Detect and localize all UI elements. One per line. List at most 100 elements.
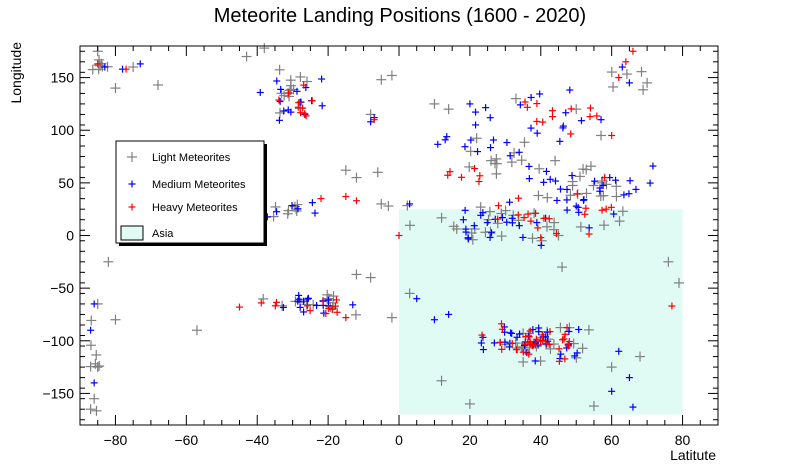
- point-heavy-meteorites: [319, 297, 327, 305]
- point-heavy-meteorites: [514, 211, 522, 219]
- point-medium-meteorites: [625, 190, 633, 198]
- point-heavy-meteorites: [532, 209, 540, 217]
- point-medium-meteorites: [573, 349, 581, 357]
- point-medium-meteorites: [557, 185, 565, 193]
- point-light-meteorites: [642, 77, 653, 88]
- point-light-meteorites: [376, 198, 387, 209]
- point-light-meteorites: [372, 167, 383, 178]
- point-medium-meteorites: [591, 177, 599, 185]
- point-heavy-meteorites: [546, 328, 554, 336]
- point-medium-meteorites: [577, 117, 585, 125]
- point-heavy-meteorites: [602, 205, 610, 213]
- legend-marker: [128, 180, 136, 188]
- point-medium-meteorites: [308, 199, 316, 207]
- point-heavy-meteorites: [515, 194, 523, 202]
- marker-layer: [85, 43, 685, 416]
- legend-label: Medium Meteorites: [152, 179, 246, 191]
- x-tick-label: 20: [462, 432, 478, 448]
- point-light-meteorites: [541, 221, 552, 232]
- y-tick-label: 100: [51, 122, 75, 138]
- point-medium-meteorites: [487, 144, 495, 152]
- chart-title: Meteorite Landing Positions (1600 - 2020…: [214, 5, 586, 27]
- point-medium-meteorites: [615, 347, 623, 355]
- point-heavy-meteorites: [325, 305, 333, 313]
- point-medium-meteorites: [349, 301, 357, 309]
- point-light-meteorites: [448, 221, 459, 232]
- point-heavy-meteorites: [342, 314, 350, 322]
- point-light-meteorites: [578, 164, 589, 175]
- point-medium-meteorites: [486, 114, 494, 122]
- point-light-meteorites: [429, 98, 440, 109]
- point-heavy-meteorites: [333, 308, 341, 316]
- point-medium-meteorites: [461, 206, 469, 214]
- point-heavy-meteorites: [615, 74, 623, 82]
- point-light-meteorites: [351, 269, 362, 280]
- point-heavy-meteorites: [548, 113, 556, 121]
- point-light-meteorites: [471, 133, 482, 144]
- point-medium-meteorites: [553, 196, 561, 204]
- point-light-meteorites: [575, 171, 586, 182]
- point-medium-meteorites: [90, 379, 98, 387]
- point-light-meteorites: [496, 231, 507, 242]
- point-light-meteorites: [436, 212, 447, 223]
- point-medium-meteorites: [563, 206, 571, 214]
- point-light-meteorites: [284, 85, 295, 96]
- legend-marker: [128, 203, 136, 211]
- point-heavy-meteorites: [494, 215, 502, 223]
- y-tick-label: 50: [58, 175, 74, 191]
- point-light-meteorites: [87, 64, 98, 75]
- x-tick-label: −40: [245, 432, 269, 448]
- x-tick-label: −60: [174, 432, 198, 448]
- point-heavy-meteorites: [585, 230, 593, 238]
- point-light-meteorites: [553, 230, 564, 241]
- point-heavy-meteorites: [555, 345, 563, 353]
- point-light-meteorites: [128, 62, 139, 73]
- point-heavy-meteorites: [512, 346, 520, 354]
- point-light-meteorites: [588, 401, 599, 412]
- point-medium-meteorites: [612, 176, 620, 184]
- point-heavy-meteorites: [532, 335, 540, 343]
- point-heavy-meteorites: [257, 299, 265, 307]
- point-medium-meteorites: [279, 303, 287, 311]
- point-medium-meteorites: [546, 175, 554, 183]
- point-heavy-meteorites: [271, 302, 279, 310]
- point-light-meteorites: [325, 301, 336, 312]
- point-heavy-meteorites: [302, 112, 310, 120]
- point-heavy-meteorites: [521, 98, 529, 106]
- point-heavy-meteorites: [548, 107, 556, 115]
- point-heavy-meteorites: [622, 58, 630, 66]
- point-medium-meteorites: [618, 63, 626, 71]
- point-light-meteorites: [518, 356, 529, 367]
- point-medium-meteorites: [563, 196, 571, 204]
- point-medium-meteorites: [488, 229, 496, 237]
- point-medium-meteorites: [284, 106, 292, 114]
- point-medium-meteorites: [294, 205, 302, 213]
- x-tick-label: 60: [604, 432, 620, 448]
- point-heavy-meteorites: [496, 338, 504, 346]
- point-light-meteorites: [85, 340, 96, 351]
- point-medium-meteorites: [101, 63, 109, 71]
- point-heavy-meteorites: [476, 172, 484, 180]
- point-medium-meteorites: [293, 87, 301, 95]
- point-heavy-meteorites: [495, 202, 503, 210]
- point-light-meteorites: [466, 227, 477, 238]
- point-light-meteorites: [89, 393, 100, 404]
- point-light-meteorites: [270, 201, 281, 212]
- point-light-meteorites: [467, 234, 478, 245]
- point-heavy-meteorites: [446, 168, 454, 176]
- point-light-meteorites: [110, 314, 121, 325]
- point-medium-meteorites: [296, 303, 304, 311]
- point-heavy-meteorites: [586, 113, 594, 121]
- point-heavy-meteorites: [555, 357, 563, 365]
- point-medium-meteorites: [273, 77, 281, 85]
- point-medium-meteorites: [537, 241, 545, 249]
- point-medium-meteorites: [277, 85, 285, 93]
- point-medium-meteorites: [599, 181, 607, 189]
- point-light-meteorites: [638, 84, 649, 95]
- point-heavy-meteorites: [475, 178, 483, 186]
- point-heavy-meteorites: [527, 217, 535, 225]
- point-heavy-meteorites: [236, 303, 243, 311]
- point-medium-meteorites: [596, 187, 604, 195]
- point-light-meteorites: [274, 64, 285, 75]
